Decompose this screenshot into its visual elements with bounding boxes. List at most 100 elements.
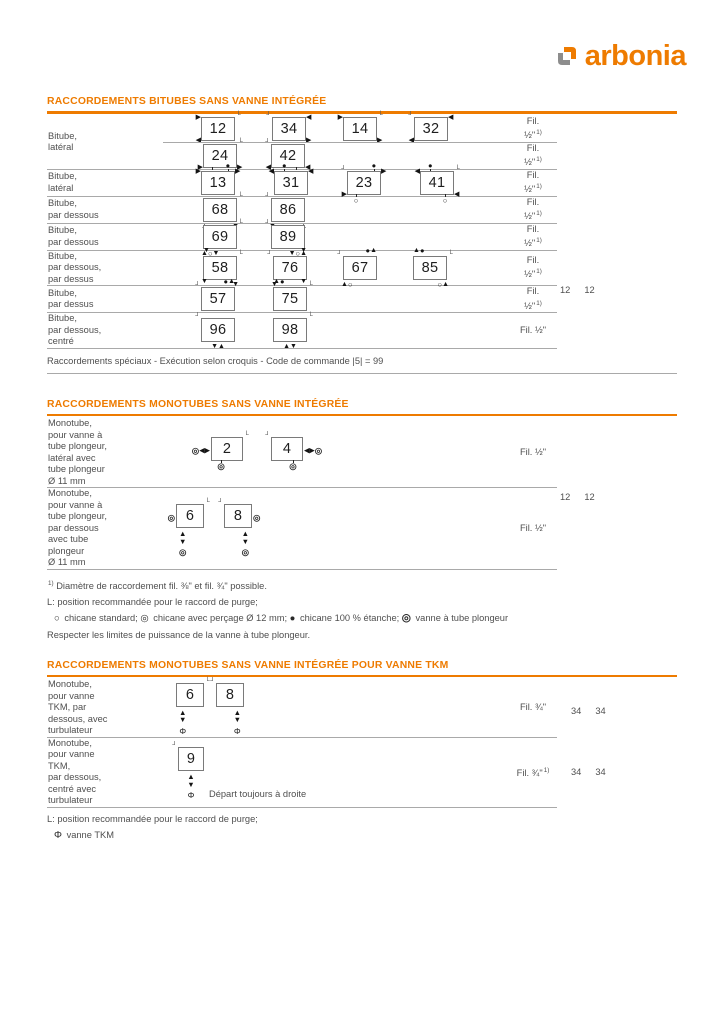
flow-arrow-icon: ◀ <box>414 167 420 175</box>
dimension-values: 34 34 <box>571 767 606 777</box>
table-row: Monotube, pour vanne à tube plongeur, par d… <box>47 488 557 570</box>
dimension-value: 34 <box>595 706 606 716</box>
marker-row: ◎ <box>179 547 186 557</box>
fil-size-label: Fil. ½"1) <box>495 116 557 142</box>
flow-arrow-icon: ◀ <box>304 447 310 455</box>
diagram-number: 86 <box>279 201 297 218</box>
diagram-area: 13 ▶ ● ▶ 31 ◀ ● ◀ 23 L ● ▶ ▶ ○ 41 L ◀ ● ◀ ○ <box>163 161 495 204</box>
flow-arrow-icon: ▼ <box>300 246 307 254</box>
connection-marker: ▶ <box>237 164 242 171</box>
connection-marker: ▲ ▼ <box>283 343 297 350</box>
footnote-ref: 1) <box>536 237 542 244</box>
flow-arrow-icon: ▶ <box>195 167 201 175</box>
diagram-area: 68L▲○▼86L▼○▲ <box>163 192 495 230</box>
diagram-number: 4 <box>282 440 292 457</box>
radiator-diagram: 76 L ▼ ▼ <box>267 247 307 288</box>
flow-arrow-icon: ▼ <box>300 278 307 285</box>
dimension-values: 12 12 <box>560 492 595 502</box>
connection-marker: ○ <box>443 194 447 204</box>
radiator-diagram: 12 L ▶ ◀ <box>196 111 241 144</box>
diagram-number: 68 <box>211 201 229 218</box>
legend-icon-chicane-etanche-icon: ● <box>289 612 296 624</box>
fil-size: ½" <box>524 130 536 140</box>
radiator-diagram: 14 L ▶ ▶ <box>338 111 383 144</box>
flow-arrow-icon: ▼ <box>271 280 278 288</box>
radiator-diagram: 6 L ◎ ▲ ▼ ◎ <box>168 498 210 556</box>
flow-arrow-icon: ▲ <box>273 278 280 285</box>
purge-position-mark: L <box>265 430 269 437</box>
row-label: Monotube, pour vanne TKM, par dessous, centr… <box>48 737 102 806</box>
diagram-number: 42 <box>279 147 297 164</box>
flow-arrow-icon: ▲ <box>442 280 449 288</box>
flow-arrow-icon: ◀ <box>308 167 314 175</box>
radiator-diagram: 9 L ▲ ▼ Φ <box>172 741 204 799</box>
dimension-value: 34 <box>571 767 582 777</box>
flow-arrow-icon: ▲ <box>233 707 241 717</box>
flow-arrow-icon: ▲ <box>201 249 208 257</box>
flow-arrow-icon: ▲ <box>370 246 377 254</box>
fil-text: Fil. ½" <box>519 324 547 335</box>
fil-size: ½" <box>524 211 536 221</box>
footnote-ref: 1) <box>543 766 550 774</box>
vanne-tkm-icon: Φ <box>233 725 241 736</box>
table-subrow: 6 L ◎ ▲ ▼ ◎ 8 L ◎ ▲ ▼ ◎ Fil. ½" <box>163 488 557 569</box>
row-label: Bitube, par dessous, centré <box>48 313 102 346</box>
table-subrow: 2 L ◎ ◀ ▶ ◎ 4 L ◀ ▶ ◎ ◎ Fil. ½" <box>163 418 557 487</box>
flow-arrow-icon: ▶ <box>195 113 201 121</box>
marker-row: ▲ <box>233 707 241 717</box>
flow-arrow-icon: ▲ <box>241 529 249 539</box>
marker-row: ▼ <box>179 715 186 724</box>
flow-arrow-icon: ▼ <box>241 536 249 546</box>
flow-arrow-icon: ▲ <box>218 343 225 351</box>
flow-arrow-icon: ▲ <box>187 772 195 781</box>
fil-text: Fil. ¾" <box>516 767 543 778</box>
flow-arrow-icon: ▶ <box>197 163 203 171</box>
connection-marker: ▶ <box>198 164 203 171</box>
flow-arrow-icon: ▶ <box>381 167 387 175</box>
table-subrow: 58 L ▼ ▼ 76 L ▼ ▼ 67 L ● ▲ ▲ ○ 85 L ▲ ● ○ ▲ Fil. ½"1) <box>163 247 557 288</box>
row-body: 2 L ◎ ◀ ▶ ◎ 4 L ◀ ▶ ◎ ◎ Fil. ½" <box>163 418 557 487</box>
connection-marker: ▶ <box>306 137 311 144</box>
dimension-values: 12 12 <box>560 285 595 295</box>
radiator-diagram: 4 L ◀ ▶ ◎ ◎ <box>265 431 322 470</box>
flow-arrow-icon: ▼ <box>211 343 218 351</box>
flow-arrow-icon: ◀ <box>306 113 312 121</box>
note-line: L: position recommandée pour le raccord … <box>47 813 258 824</box>
flow-arrow-icon: ◀ <box>305 163 311 171</box>
legend-icon-chicane-standard-icon: ○ <box>54 612 60 624</box>
diagram-number: 23 <box>355 174 373 191</box>
table-subrow: 6 L ▲ ▼ Φ 8 L ▲ ▼ Φ Fil. ¾" <box>163 677 557 737</box>
purge-position-mark: L <box>206 676 210 683</box>
vanne-tkm-icon: Φ <box>179 725 187 736</box>
fil-size-label: Fil. ¾"1) <box>495 765 557 780</box>
arbonia-logo-text: arbonia <box>584 40 687 72</box>
vanne-plongeur-icon: ◎ <box>191 445 200 456</box>
vanne-plongeur-icon: ◎ <box>253 512 261 523</box>
radiator-diagram: 6 L ▲ ▼ Φ <box>176 677 210 735</box>
diagram-number: 8 <box>225 686 235 703</box>
fil-size-label: Fil. ½"1) <box>495 224 557 250</box>
chicane-etanche-icon: ● <box>282 160 287 170</box>
purge-position-mark: L <box>456 164 460 171</box>
flow-arrow-icon: ◀ <box>454 190 460 198</box>
fil-text: Fil. <box>526 286 540 296</box>
flow-arrow-icon: ▼ <box>187 779 195 789</box>
diagram-area: 57 L ▼ ● ▲ 75 L ▲ ● ▼ <box>163 278 495 311</box>
flow-arrow-icon: ▶ <box>204 447 210 455</box>
purge-position-mark: L <box>449 249 453 256</box>
chicane-etanche-icon: ● <box>225 160 231 170</box>
connection-marker: ▲ ▼ ◎ <box>179 529 186 557</box>
chicane-etanche-icon: ● <box>279 277 285 286</box>
row-label: Monotube, pour vanne TKM, par dessous, avec… <box>48 679 108 735</box>
connection-marker: ▲ ● <box>273 277 285 286</box>
table-subrow: 12 L ▶ ◀ 34 L ◀ ▶ 14 L ▶ ▶ 32 L ◀ ◀ Fil. ½"1) <box>163 111 557 144</box>
flow-arrow-icon: ▶ <box>309 447 315 455</box>
section-2: RACCORDEMENTS MONOTUBES SANS VANNE INTÉG… <box>47 660 677 842</box>
vanne-plongeur-icon: ◎ <box>314 445 323 456</box>
connection-marker: ◀ ▶ ◎ <box>304 445 323 456</box>
row-body: 12L▶◀34L◀▶14L▶▶32L◀◀Fil.½"1)24L▶▶○42L◀◀○… <box>163 111 557 177</box>
legend-icon-vanne-plongeur-icon: ◎ <box>401 611 411 624</box>
purge-position-mark: L <box>265 218 269 225</box>
radiator-diagram: 8 L ▲ ▼ Φ <box>210 677 244 735</box>
